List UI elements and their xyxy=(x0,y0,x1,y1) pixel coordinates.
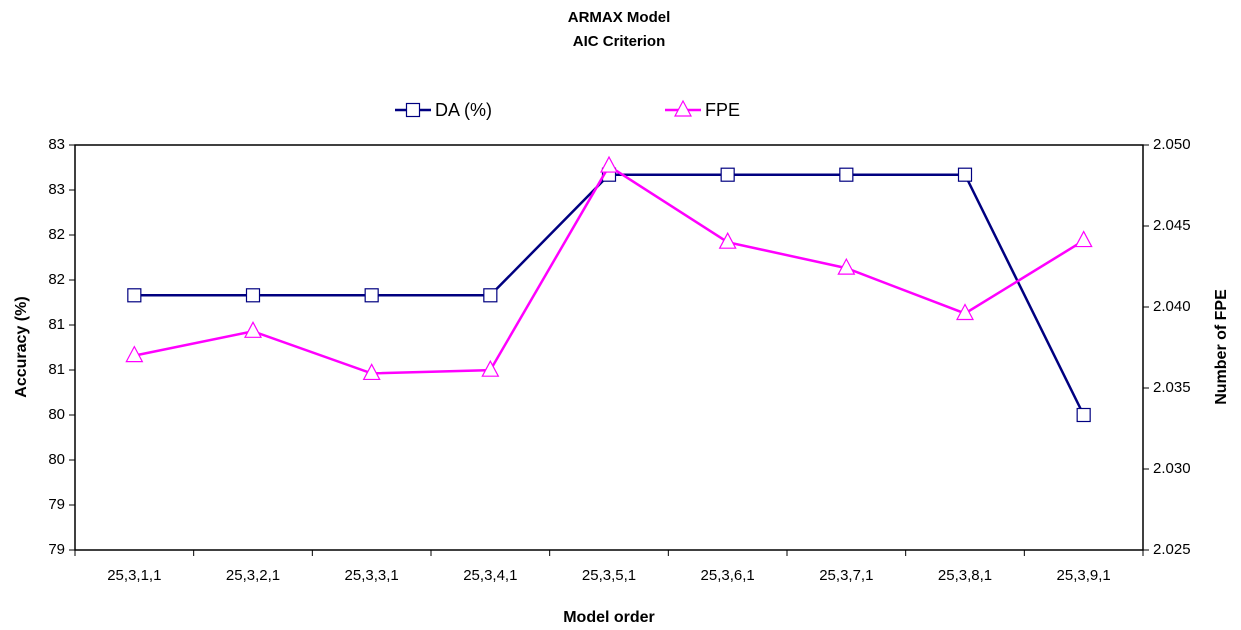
y-tick-label: 81 xyxy=(48,316,65,333)
y-tick-label: 80 xyxy=(48,451,65,468)
plot-area xyxy=(74,144,1144,551)
x-axis-label: Model order xyxy=(563,609,655,626)
y2-tick-label: 2.045 xyxy=(1153,217,1191,234)
square-marker xyxy=(720,167,735,182)
x-tick-label: 25,3,1,1 xyxy=(107,567,161,584)
square-marker xyxy=(364,288,379,303)
triangle-marker xyxy=(1074,230,1093,248)
y2-tick-label: 2.040 xyxy=(1153,298,1191,315)
x-tick-label: 25,3,2,1 xyxy=(226,567,280,584)
triangle-marker xyxy=(600,155,618,173)
square-marker xyxy=(245,288,261,303)
triangle-marker xyxy=(956,303,974,321)
y-tick-label: 79 xyxy=(48,541,65,558)
triangle-marker xyxy=(837,257,856,275)
x-tick-label: 25,3,9,1 xyxy=(1057,567,1111,584)
legend-marker xyxy=(674,99,692,117)
triangle-marker xyxy=(481,359,500,377)
triangle-marker xyxy=(244,321,262,338)
y-tick-label: 80 xyxy=(48,406,65,423)
y2-tick-label: 2.050 xyxy=(1153,136,1191,153)
triangle-marker xyxy=(718,231,737,249)
square-marker xyxy=(957,167,973,182)
y2-axis-label: Number of FPE xyxy=(1213,289,1230,405)
y-tick-label: 82 xyxy=(48,226,65,243)
x-tick-label: 25,3,8,1 xyxy=(938,567,992,584)
square-marker xyxy=(1076,407,1091,423)
square-marker xyxy=(127,288,142,303)
square-marker xyxy=(839,167,854,182)
chart-title: ARMAX Model xyxy=(568,9,671,26)
legend-label: DA (%) xyxy=(435,100,492,120)
series-line xyxy=(134,173,1085,416)
triangle-marker xyxy=(362,363,381,381)
y2-tick-label: 2.035 xyxy=(1153,379,1191,396)
square-marker xyxy=(483,288,498,303)
y-tick-label: 83 xyxy=(48,136,65,153)
x-tick-label: 25,3,7,1 xyxy=(819,567,873,584)
y-tick-label: 83 xyxy=(48,181,65,198)
y-tick-label: 79 xyxy=(48,496,65,513)
legend-marker xyxy=(405,102,421,118)
y2-tick-label: 2.025 xyxy=(1153,541,1191,558)
x-tick-label: 25,3,4,1 xyxy=(463,567,517,584)
x-tick-label: 25,3,6,1 xyxy=(701,567,755,584)
y-axis-label: Accuracy (%) xyxy=(13,296,30,397)
legend-label: FPE xyxy=(705,100,740,120)
y-tick-label: 82 xyxy=(48,271,65,288)
y-tick-label: 81 xyxy=(48,361,65,378)
triangle-marker xyxy=(125,345,144,363)
x-tick-label: 25,3,3,1 xyxy=(345,567,399,584)
x-tick-label: 25,3,5,1 xyxy=(582,567,636,584)
series-line xyxy=(134,164,1085,375)
chart-subtitle: AIC Criterion xyxy=(573,33,666,50)
y2-tick-label: 2.030 xyxy=(1153,460,1191,477)
